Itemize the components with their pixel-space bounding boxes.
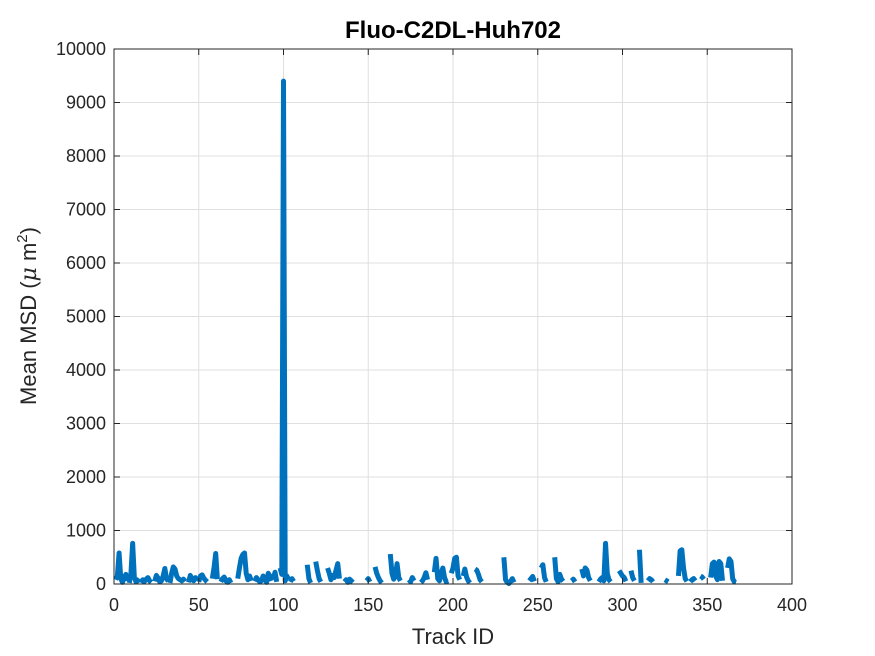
y-axis-label: Mean MSD (μ m2)	[14, 227, 42, 405]
axis-ticks: 0 50 100 150 200 250 300 350 4000100020003000400…	[56, 39, 807, 615]
series-line-segment	[209, 551, 220, 580]
series-line-segment	[448, 554, 463, 581]
series-line-segment	[699, 573, 706, 581]
series-line-segment	[342, 576, 355, 585]
series-line-segment	[473, 566, 484, 584]
series-line-segment	[431, 555, 450, 585]
x-tick-label: 400	[777, 595, 807, 615]
series-line-segment	[725, 556, 737, 585]
series-line-segment	[675, 547, 690, 583]
series-line-segment	[579, 565, 593, 582]
series-line-segment	[304, 564, 313, 584]
y-tick-label: 7000	[66, 200, 106, 220]
chart-title: Fluo-C2DL-Huh702	[345, 17, 561, 44]
x-tick-label: 50	[189, 595, 209, 615]
series-line-segment	[387, 553, 403, 582]
y-axis-label-mu: μ	[17, 267, 42, 281]
series-line-segment	[270, 569, 280, 583]
series-line-segment	[126, 540, 142, 585]
y-axis-label-main: Mean MSD (	[16, 281, 41, 405]
series-line-segment	[708, 559, 725, 583]
series-line-segment	[277, 78, 291, 584]
series-line-segment	[167, 564, 188, 584]
series-line-segment	[252, 570, 274, 585]
y-tick-label: 1000	[66, 521, 106, 541]
series-line-segment	[152, 565, 171, 585]
x-tick-label: 150	[353, 595, 383, 615]
series-line-segment	[288, 576, 296, 584]
y-tick-label: 5000	[66, 307, 106, 327]
x-tick-label: 200	[438, 595, 468, 615]
y-tick-label: 10000	[56, 39, 106, 59]
series-line-segment	[313, 561, 324, 584]
series-line-segment	[113, 550, 130, 585]
y-tick-label: 9000	[66, 93, 106, 113]
y-tick-label: 6000	[66, 253, 106, 273]
x-tick-label: 100	[268, 595, 298, 615]
series-line-segment	[406, 575, 417, 585]
y-tick-label: 2000	[66, 467, 106, 487]
series-line-segment	[596, 540, 613, 584]
y-tick-label: 4000	[66, 360, 106, 380]
x-tick-label: 350	[692, 595, 722, 615]
series-line-segment	[325, 561, 342, 583]
series-line-segment	[501, 557, 517, 586]
series-line-segment	[538, 562, 549, 583]
series-line-segment	[196, 572, 209, 584]
x-tick-label: 300	[607, 595, 637, 615]
series-line-segment	[688, 576, 698, 584]
y-axis-label-unit: m	[16, 243, 41, 267]
x-axis-label: Track ID	[412, 624, 494, 649]
y-tick-label: 0	[96, 574, 106, 594]
series-line-segment	[645, 576, 655, 584]
series-line-segment	[138, 575, 154, 585]
series-line-segment	[419, 570, 430, 585]
series-line-segment	[218, 574, 234, 585]
series-line-segment	[617, 569, 629, 583]
series-line-segment	[569, 576, 578, 584]
y-tick-label: 8000	[66, 146, 106, 166]
y-axis-label-exponent: 2	[14, 234, 31, 242]
x-tick-label: 0	[109, 595, 119, 615]
series-line-segment	[372, 566, 384, 585]
x-tick-label: 250	[523, 595, 553, 615]
series-line-segment	[527, 574, 537, 583]
series-line-segment	[636, 549, 644, 584]
series-line-segment	[460, 566, 472, 585]
y-tick-label: 3000	[66, 414, 106, 434]
series-line-segment	[186, 572, 200, 584]
series-line-segment	[628, 570, 637, 582]
series-line-segment	[552, 557, 566, 585]
data-series	[113, 78, 737, 586]
y-axis-label-close: )	[16, 227, 41, 234]
grid	[113, 48, 793, 585]
series-line-segment	[663, 577, 670, 584]
series-line-segment	[235, 550, 254, 583]
